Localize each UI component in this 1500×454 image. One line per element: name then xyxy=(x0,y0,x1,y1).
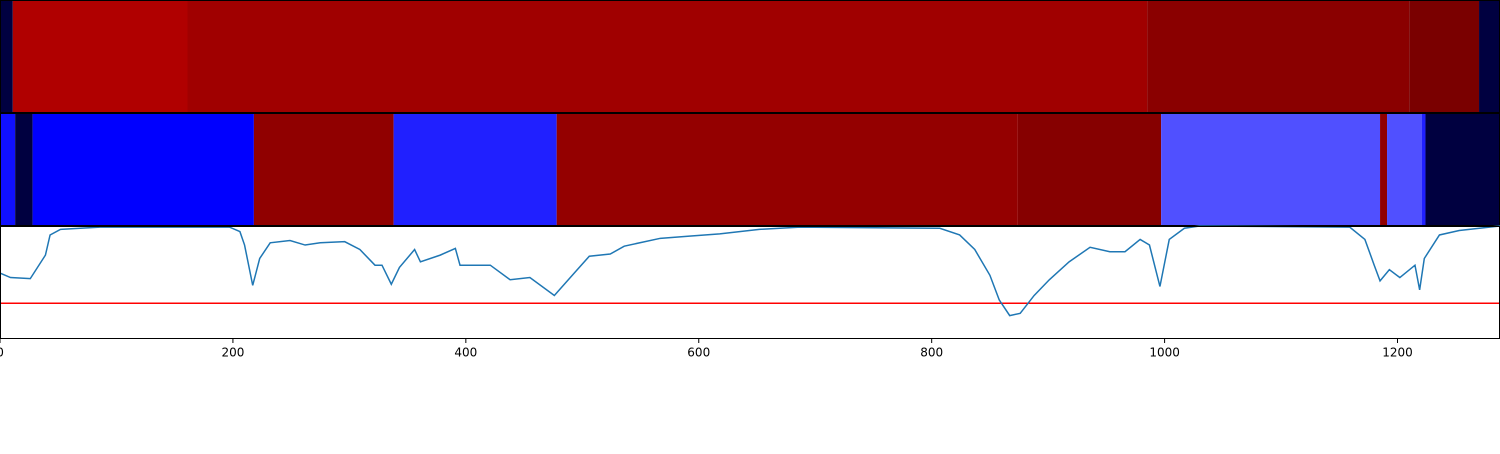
strip-segment xyxy=(393,113,557,225)
strip-segment xyxy=(1147,0,1410,112)
strip-segment xyxy=(0,113,16,225)
strip-segment xyxy=(187,0,1148,112)
strip-segment xyxy=(1380,113,1388,225)
strip-segment xyxy=(1479,0,1500,112)
x-tick-label: 0 xyxy=(0,346,4,360)
strip-segment xyxy=(12,0,188,112)
strip-segment xyxy=(1409,0,1480,112)
x-tick-label: 1000 xyxy=(1149,346,1180,360)
strip-segment xyxy=(1425,113,1500,225)
strip-segment xyxy=(556,113,1018,225)
strip-segment xyxy=(15,113,33,225)
strip-segment xyxy=(0,0,13,112)
strip-segment xyxy=(1387,113,1422,225)
strip-segment xyxy=(253,113,394,225)
strip-segment xyxy=(1161,113,1381,225)
strip-segment xyxy=(1421,113,1426,225)
strip-segment xyxy=(1017,113,1162,225)
x-tick-label: 1200 xyxy=(1382,346,1413,360)
strip-segment xyxy=(32,113,254,225)
x-tick-label: 600 xyxy=(687,346,710,360)
x-tick-label: 400 xyxy=(454,346,477,360)
x-tick-label: 200 xyxy=(221,346,244,360)
line-series xyxy=(0,225,1500,317)
panel-frame xyxy=(0,226,1500,339)
x-tick-label: 800 xyxy=(920,346,943,360)
